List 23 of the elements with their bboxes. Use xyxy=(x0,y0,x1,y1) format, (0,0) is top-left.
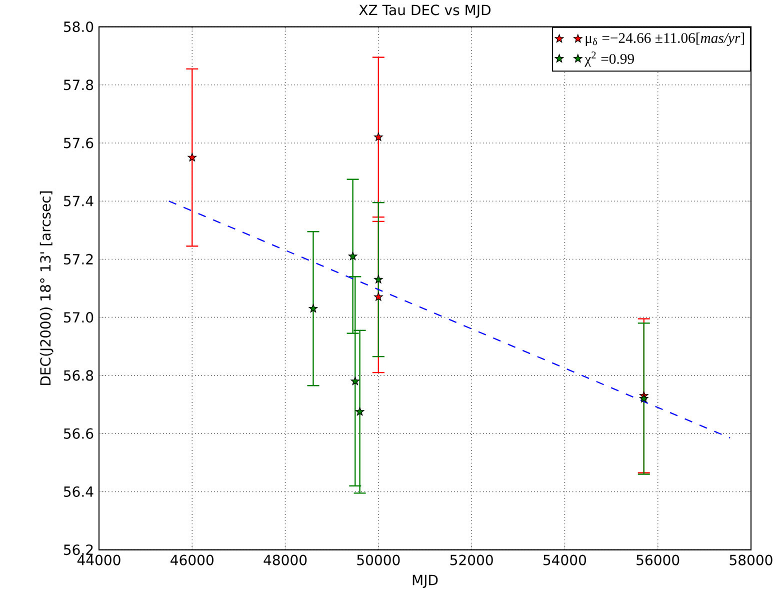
y-tick-label: 56.4 xyxy=(64,486,94,498)
y-tick-label: 57.8 xyxy=(64,80,94,90)
y-tick-label: 57.2 xyxy=(64,254,93,265)
y-tick-label: 57.6 xyxy=(64,138,94,148)
y-tick-label: 58.0 xyxy=(64,22,94,32)
y-tick-label: 56.2 xyxy=(64,544,93,556)
x-tick-label: 52000 xyxy=(450,554,493,566)
x-tick-label: 54000 xyxy=(544,554,586,566)
legend-label: χ$^{2}$ =0.99 xyxy=(584,52,634,67)
y-tick-label: 57.0 xyxy=(64,312,94,323)
x-tick-label: 48000 xyxy=(264,554,307,566)
x-tick-label: 44000 xyxy=(77,554,120,566)
x-tick-label: 50000 xyxy=(357,554,400,566)
chart-title: XZ Tau DEC vs MJD xyxy=(359,4,490,18)
x-axis-title: MJD xyxy=(412,575,438,588)
y-tick-label: 57.4 xyxy=(64,196,94,206)
x-tick-label: 46000 xyxy=(170,554,214,566)
y-tick-label: 56.6 xyxy=(64,428,94,439)
x-tick-label: 58000 xyxy=(730,554,772,566)
legend-label: μ$_{δ}$ =−24.66 ±11.06[mas/yr] xyxy=(586,32,744,46)
y-axis-title: DEC(J2000) 18° 13' [arcsec] xyxy=(40,192,54,386)
y-tick-label: 56.8 xyxy=(64,370,94,381)
x-tick-label: 56000 xyxy=(636,554,680,566)
